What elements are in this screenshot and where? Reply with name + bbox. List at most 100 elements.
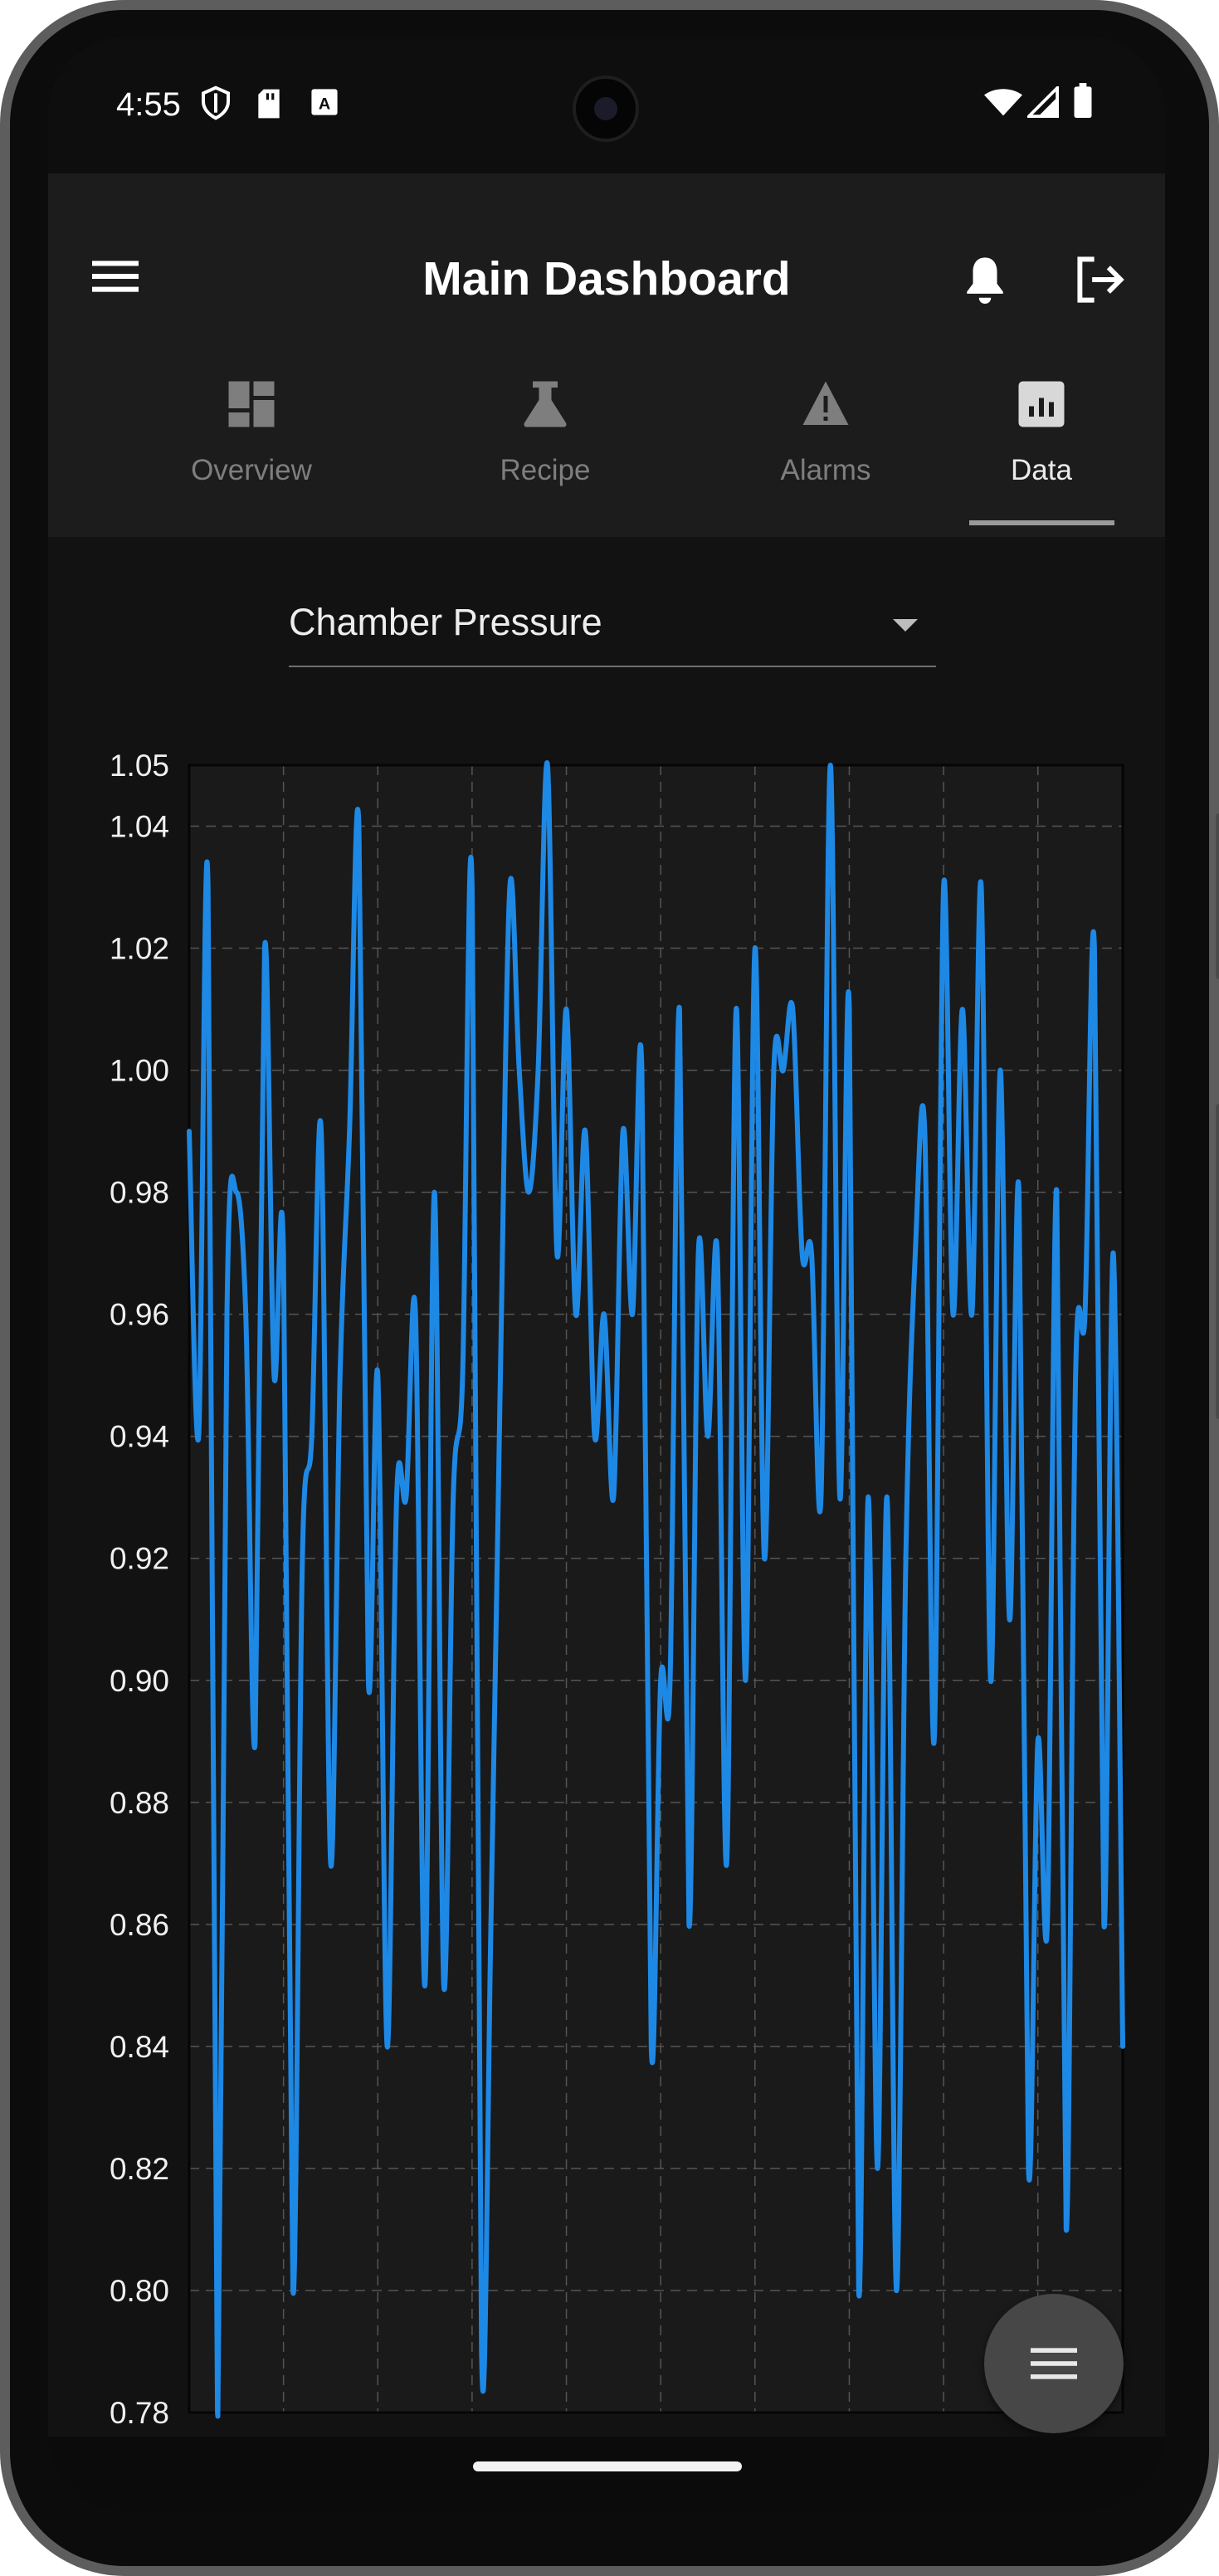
data-point	[1065, 2229, 1066, 2230]
y-tick-label: 0.98	[110, 1176, 169, 1210]
plot-border	[188, 764, 1124, 2414]
home-indicator[interactable]	[473, 2461, 742, 2471]
menu-icon[interactable]	[91, 259, 139, 298]
data-point	[566, 1009, 567, 1010]
y-tick-label: 1.05	[110, 749, 169, 783]
tab-alarms[interactable]: Alarms	[718, 323, 934, 537]
data-point	[1123, 2046, 1124, 2047]
data-point	[962, 1009, 963, 1010]
logout-icon[interactable]	[1074, 255, 1127, 309]
data-point	[198, 1436, 199, 1437]
data-point	[1094, 948, 1095, 949]
tab-overview-label: Overview	[191, 454, 312, 486]
sd-card-icon	[256, 88, 282, 124]
status-bar: 4:55 A	[48, 37, 1165, 173]
data-point	[283, 1253, 284, 1254]
battery-icon	[1074, 83, 1092, 122]
volume-button	[1216, 1104, 1219, 1419]
power-button	[1216, 813, 1219, 979]
data-point	[1000, 1070, 1001, 1071]
y-tick-label: 0.80	[110, 2274, 169, 2308]
tab-data[interactable]: Data	[934, 323, 1149, 537]
data-point	[415, 1314, 416, 1315]
data-point	[764, 1558, 765, 1559]
y-tick-label: 0.92	[110, 1542, 169, 1576]
flask-icon	[520, 379, 570, 429]
y-tick-label: 0.82	[110, 2152, 169, 2186]
fab-menu-icon	[1031, 2348, 1077, 2379]
data-point	[1056, 1192, 1057, 1193]
screen: 4:55 A Main	[48, 37, 1165, 2511]
pressure-line-chart: 0.78 0.80 0.82 0.84 0.86 0.88 0.90 0.92 0.94 0.96…	[110, 749, 1140, 2471]
data-point	[302, 1558, 303, 1559]
data-point	[330, 1863, 331, 1864]
data-point	[726, 1863, 727, 1864]
data-point	[773, 1070, 774, 1071]
data-point	[538, 1070, 539, 1071]
data-point	[358, 826, 359, 827]
y-tick-label: 0.96	[110, 1298, 169, 1332]
data-point	[453, 1497, 454, 1498]
data-point	[679, 1009, 680, 1010]
menu-fab-button[interactable]	[984, 2294, 1124, 2433]
y-tick-label: 0.90	[110, 1664, 169, 1698]
tab-bar: Overview Recipe Alarms Data	[48, 323, 1165, 537]
dropdown-arrow-icon	[893, 619, 918, 632]
shield-icon	[199, 85, 232, 125]
data-point	[557, 1253, 558, 1254]
data-point	[406, 1497, 407, 1498]
dashboard-icon	[227, 379, 276, 429]
data-point	[575, 1314, 576, 1315]
data-point	[754, 948, 755, 949]
tab-data-label: Data	[1011, 454, 1072, 486]
y-tick-label: 0.86	[110, 1908, 169, 1942]
y-tick-label: 0.84	[110, 2030, 169, 2064]
page-title: Main Dashboard	[422, 252, 791, 305]
data-point	[594, 1436, 595, 1437]
data-point	[840, 1497, 841, 1498]
data-point	[990, 1680, 991, 1681]
data-point	[717, 1253, 718, 1254]
bell-icon[interactable]	[961, 253, 1009, 310]
y-tick-label: 1.00	[110, 1054, 169, 1088]
data-point	[868, 1497, 869, 1498]
status-time: 4:55	[116, 86, 181, 123]
y-tick-label: 1.02	[110, 932, 169, 966]
tab-indicator	[969, 520, 1114, 525]
data-point	[708, 1436, 709, 1437]
data-point	[1037, 1741, 1038, 1742]
data-point	[264, 948, 265, 949]
tab-recipe[interactable]: Recipe	[437, 323, 653, 537]
data-point	[490, 1924, 491, 1925]
data-point	[877, 2168, 878, 2169]
svg-text:A: A	[319, 95, 330, 114]
data-point	[1113, 1253, 1114, 1254]
data-point	[905, 1558, 906, 1559]
data-point	[821, 1497, 822, 1498]
tab-recipe-label: Recipe	[500, 454, 591, 486]
data-point	[886, 1497, 887, 1498]
data-point	[274, 1375, 275, 1376]
data-point	[689, 1924, 690, 1925]
data-point	[604, 1314, 605, 1315]
parameter-dropdown-value: Chamber Pressure	[289, 601, 602, 643]
y-tick-label: 1.04	[110, 810, 169, 844]
data-point	[462, 1375, 463, 1376]
data-point	[632, 1314, 633, 1315]
data-point	[443, 1985, 444, 1986]
data-point	[349, 1131, 350, 1132]
y-tick-label: 0.88	[110, 1786, 169, 1820]
data-point	[613, 1497, 614, 1498]
plot-area	[189, 765, 1123, 2413]
data-point	[425, 1985, 426, 1986]
parameter-dropdown[interactable]: Chamber Pressure	[289, 591, 936, 667]
data-point	[924, 1131, 925, 1132]
data-point	[311, 1436, 312, 1437]
data-point	[915, 1253, 916, 1254]
data-point	[745, 1680, 746, 1681]
data-point	[830, 765, 831, 766]
tab-overview[interactable]: Overview	[144, 323, 359, 537]
front-camera	[573, 76, 639, 142]
data-point	[547, 765, 548, 766]
data-point	[698, 1253, 699, 1254]
